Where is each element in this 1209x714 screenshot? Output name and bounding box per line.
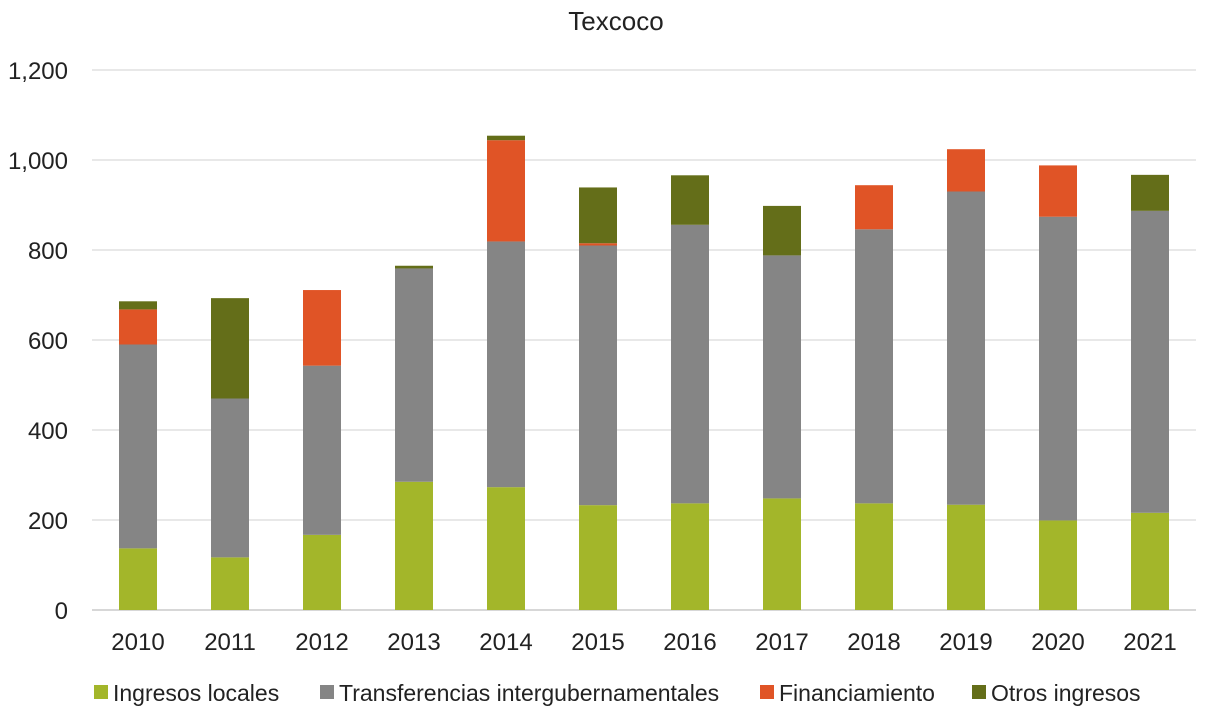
- bar-segment: [1131, 210, 1169, 513]
- bar-segment: [487, 135, 525, 141]
- x-tick-label: 2019: [939, 629, 992, 656]
- legend-label: Otros ingresos: [991, 680, 1141, 706]
- bar-segment: [487, 140, 525, 242]
- bar-segment: [947, 149, 985, 192]
- x-tick-label: 2012: [295, 629, 348, 656]
- bars: [119, 135, 1169, 610]
- bar-segment: [303, 290, 341, 366]
- bar-segment: [671, 503, 709, 610]
- x-tick-label: 2013: [387, 629, 440, 656]
- bar-segment: [1131, 512, 1169, 610]
- bar-segment: [395, 265, 433, 269]
- x-tick-label: 2018: [847, 629, 900, 656]
- legend-swatch: [760, 685, 774, 699]
- bar-segment: [763, 205, 801, 256]
- bar-segment: [119, 309, 157, 345]
- y-tick-label: 1,200: [8, 58, 68, 85]
- y-tick-label: 800: [28, 238, 68, 265]
- x-tick-label: 2011: [204, 629, 256, 656]
- bar-segment: [119, 548, 157, 610]
- legend-label: Financiamiento: [779, 680, 935, 706]
- bar-segment: [671, 224, 709, 504]
- x-tick-label: 2016: [663, 629, 716, 656]
- legend-label: Transferencias intergubernamentales: [339, 680, 719, 706]
- bar-segment: [303, 534, 341, 610]
- bar-segment: [211, 298, 249, 399]
- x-axis-ticks: 2010 2011 2012 2013 2014 2015 2016 2017 2018 2019…: [111, 629, 1176, 656]
- y-tick-label: 0: [55, 598, 68, 625]
- y-axis-ticks: 0 200 400 600 800 1,000 1,200: [8, 58, 68, 625]
- y-tick-label: 600: [28, 328, 68, 355]
- x-tick-label: 2015: [571, 629, 624, 656]
- x-tick-label: 2017: [755, 629, 808, 656]
- bar-segment: [763, 498, 801, 610]
- bar-segment: [1039, 520, 1077, 610]
- bar-segment: [855, 503, 893, 610]
- bar-segment: [947, 191, 985, 505]
- bar-segment: [855, 229, 893, 504]
- bar-segment: [211, 398, 249, 558]
- x-tick-label: 2021: [1123, 629, 1176, 656]
- bar-segment: [763, 255, 801, 499]
- x-tick-label: 2020: [1031, 629, 1084, 656]
- bar-segment: [119, 344, 157, 549]
- legend-label: Ingresos locales: [113, 680, 279, 706]
- bar-segment: [579, 245, 617, 506]
- bar-segment: [395, 481, 433, 610]
- x-tick-label: 2014: [479, 629, 532, 656]
- chart-title: Texcoco: [568, 6, 663, 36]
- bar-segment: [119, 301, 157, 310]
- bar-segment: [1039, 165, 1077, 217]
- bar-segment: [1039, 216, 1077, 521]
- bar-segment: [395, 268, 433, 482]
- legend: Ingresos locales Transferencias intergube…: [94, 680, 1141, 706]
- bar-segment: [487, 487, 525, 610]
- y-tick-label: 1,000: [8, 148, 68, 175]
- bar-segment: [303, 365, 341, 535]
- bar-segment: [947, 504, 985, 610]
- legend-swatch: [320, 685, 334, 699]
- x-tick-label: 2010: [111, 629, 164, 656]
- bar-segment: [579, 505, 617, 610]
- gridlines: [92, 69, 1196, 611]
- bar-segment: [487, 241, 525, 488]
- bar-segment: [671, 175, 709, 225]
- y-tick-label: 400: [28, 418, 68, 445]
- bar-segment: [855, 185, 893, 230]
- bar-segment: [1131, 174, 1169, 211]
- legend-swatch: [94, 685, 108, 699]
- legend-swatch: [972, 685, 986, 699]
- bar-segment: [579, 243, 617, 246]
- bar-segment: [579, 187, 617, 244]
- bar-segment: [211, 557, 249, 610]
- y-tick-label: 200: [28, 508, 68, 535]
